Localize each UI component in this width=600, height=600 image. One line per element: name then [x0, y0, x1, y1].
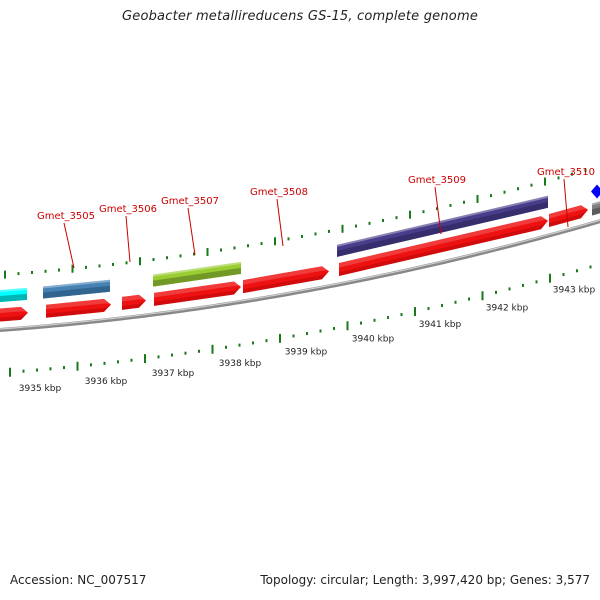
backbone-highlight [0, 219, 600, 330]
scale-label: 3939 kbp [285, 348, 328, 358]
scale-label: 3937 kbp [152, 369, 195, 379]
scale-label: 3936 kbp [85, 377, 128, 387]
gene-label-leaders [63, 178, 569, 269]
scale-label: 3943 kbp [553, 286, 596, 296]
gene-label: Gmet_3510 [537, 167, 595, 178]
scale-labels: 3935 kbp 3936 kbp 3937 kbp 3938 kbp 3939 kbp… [19, 286, 596, 394]
feature-right-edge [591, 184, 600, 199]
feature-grey-right [592, 201, 600, 216]
cds-track [0, 205, 588, 322]
feature-bar-left [0, 287, 27, 302]
cds-arrow-left [0, 306, 28, 322]
feature-bar-gmet-3507 [153, 261, 241, 287]
gene-labels: Gmet_3505 Gmet_3506 Gmet_3507 Gmet_3508 Gmet… [37, 167, 595, 222]
feature-bar-gmet-3505 [43, 279, 110, 299]
scale-label: 3938 kbp [219, 359, 262, 369]
gene-leader-line [63, 222, 75, 269]
gene-label: Gmet_3505 [37, 211, 95, 222]
genome-backbone [0, 219, 600, 333]
accession-label: Accession: NC_007517 [10, 573, 147, 587]
inner-tick-track [9, 265, 592, 377]
scale-label: 3941 kbp [419, 320, 462, 330]
gene-label: Gmet_3508 [250, 187, 308, 198]
cds-arrow-gmet-3508 [243, 266, 329, 294]
scale-label: 3942 kbp [486, 304, 529, 314]
scale-label: 3940 kbp [352, 335, 395, 345]
cds-arrow-gmet-3510 [549, 205, 588, 227]
cds-arrow-gmet-3505 [46, 298, 111, 318]
gene-label: Gmet_3507 [161, 196, 219, 207]
gene-leader-line [276, 198, 284, 247]
cds-arrow-gmet-3507 [154, 281, 241, 306]
feature-track [0, 184, 600, 302]
gene-leader-line [125, 215, 131, 263]
genome-summary: Topology: circular; Length: 3,997,420 bp… [260, 573, 590, 587]
gene-label: Gmet_3509 [408, 175, 466, 186]
cds-arrow-gmet-3509 [339, 216, 548, 276]
gene-leader-line [434, 186, 442, 235]
gene-leader-line [563, 178, 569, 228]
scale-label: 3935 kbp [19, 384, 62, 394]
page-title: Geobacter metallireducens GS-15, complet… [121, 9, 479, 24]
outer-tick-track [4, 168, 587, 279]
cds-arrow-gmet-3506 [122, 294, 146, 310]
feature-bar-gmet-3509 [337, 195, 548, 257]
gene-leader-line [187, 207, 196, 256]
gene-label: Gmet_3506 [99, 204, 157, 215]
